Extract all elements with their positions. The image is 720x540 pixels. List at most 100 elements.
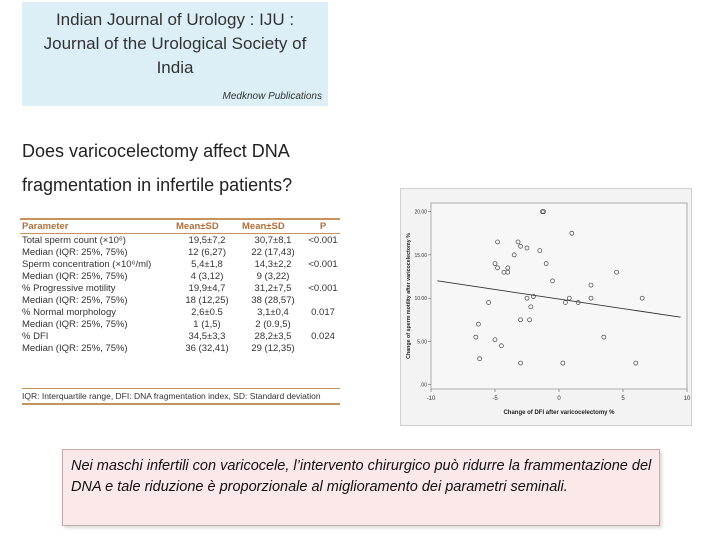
scatter-point: [477, 356, 482, 362]
table-header-cell: Mean±SD: [174, 218, 240, 234]
scatter-point: [566, 295, 572, 301]
table-cell: 18 (12,25): [185, 294, 229, 306]
table-cell: 0.017: [311, 307, 335, 318]
y-tick-label: 10.00: [414, 296, 427, 302]
scatter-point: [524, 295, 530, 301]
table-cell: 34,5±3,3: [188, 331, 226, 342]
scatter-point: [543, 261, 549, 266]
scatter-point: [527, 317, 532, 323]
journal-header: Indian Journal of Urology : IJU : Journa…: [22, 2, 328, 106]
scatter-point: [560, 360, 566, 366]
table-cell: 0.024: [311, 331, 335, 342]
table-cell: 9 (3,22): [256, 270, 290, 282]
journal-title: Indian Journal of Urology : IJU : Journa…: [22, 8, 328, 80]
table-cell: 31,2±7,5: [254, 283, 292, 294]
table-cell: <0.001: [308, 259, 338, 270]
plot-area: [430, 202, 688, 390]
table-row: Median (IQR: 25%, 75%) 36 (32,41) 29 (12,3…: [20, 343, 340, 355]
scatter-point: [495, 239, 500, 245]
table-cell: 19,5±7,2: [188, 235, 226, 246]
table-body: Total sperm count (×10⁶) 19,5±7,2 30,7±8,1…: [20, 234, 340, 355]
journal-publisher: Medknow Publications: [222, 91, 323, 102]
table-row: % DFI 34,5±3,3 28,2±3,5 0.024: [20, 330, 340, 343]
journal-title-line: Journal of the Urological Society of: [43, 34, 307, 53]
journal-title-line: India: [156, 58, 194, 77]
scatter-point: [569, 230, 575, 236]
scatter-point: [511, 252, 517, 258]
table-cell: 12 (6,27): [187, 246, 227, 258]
scatter-point: [518, 243, 523, 249]
table-row: Median (IQR: 25%, 75%) 4 (3,12) 9 (3,22): [20, 271, 340, 283]
scatter-point: [518, 317, 523, 323]
scatter-point: [518, 360, 523, 366]
y-axis-label: Change of sperm motility after varicocel…: [406, 233, 412, 359]
y-tick-label: 20.00: [414, 210, 427, 216]
table-cell: 36 (32,41): [185, 342, 229, 354]
scatter-point: [537, 248, 543, 253]
table-row: % Progressive motility 19,9±4,7 31,2±7,5 <0…: [20, 282, 340, 295]
caption-text: Nei maschi infertili con varicocele, l’i…: [71, 458, 652, 495]
trend-line: [437, 280, 681, 318]
table-cell: Sperm concentration (×10⁶/ml): [22, 259, 152, 270]
table-header-cell: P: [306, 218, 340, 234]
scatter-point: [486, 300, 491, 305]
scatter-point: [588, 295, 594, 301]
scatter-point: [575, 300, 581, 305]
scatter-point: [492, 261, 498, 266]
scatter-point: [601, 334, 607, 340]
article-title-line: Does varicocelectomy affect DNA: [22, 141, 290, 161]
table-cell: [306, 319, 340, 331]
scatter-point: [492, 337, 498, 343]
table-cell: 3,1±0,4: [257, 307, 289, 318]
scatter-point: [528, 304, 534, 310]
table-cell: 2,6±0.5: [191, 307, 223, 318]
table-cell: 19,9±4,7: [188, 283, 226, 294]
table-header-cell: Mean±SD: [240, 218, 306, 234]
scatter-point: [476, 321, 481, 327]
y-tick-label: 5.00: [417, 339, 427, 345]
x-tick-label: -10: [427, 396, 436, 402]
scatter-point: [531, 294, 536, 299]
y-tick-label: 15.00: [414, 253, 427, 259]
table-cell: 2 (0.9,5): [255, 318, 291, 330]
journal-title-line: Indian Journal of Urology : IJU :: [55, 10, 295, 29]
x-tick-label: -5: [492, 396, 498, 402]
scatter-point: [540, 209, 545, 215]
table-cell: % Normal morphology: [22, 307, 116, 318]
table-cell: 29 (12,35): [251, 342, 295, 354]
table-cell: 1 (1,5): [193, 318, 221, 330]
scatter-point: [505, 269, 511, 275]
table-cell: [306, 343, 340, 355]
table-cell: % Progressive motility: [22, 283, 116, 294]
table-row: Sperm concentration (×10⁶/ml) 5,4±1,8 14,3…: [20, 258, 340, 271]
scatter-point: [614, 269, 619, 275]
table-cell: 30,7±8,1: [254, 235, 292, 246]
table-cell: Median (IQR: 25%, 75%): [22, 294, 128, 306]
scatter-point: [541, 209, 546, 215]
table-row: % Normal morphology 2,6±0.5 3,1±0,4 0.017: [20, 306, 340, 319]
table-cell: [306, 271, 340, 283]
scatter-point: [473, 334, 479, 340]
scatter-point: [633, 360, 639, 366]
x-tick-label: 5: [621, 396, 625, 402]
table-header-cell: Parameter: [20, 218, 174, 234]
table-cell: [306, 247, 340, 259]
table-cell: 5,4±1,8: [191, 259, 223, 270]
table-cell: Median (IQR: 25%, 75%): [22, 246, 128, 258]
table-cell: % DFI: [22, 331, 49, 342]
table-row: Median (IQR: 25%, 75%) 1 (1,5) 2 (0.9,5): [20, 319, 340, 331]
table-header-row: Parameter Mean±SD Mean±SD P: [20, 218, 340, 234]
article-title: Does varicocelectomy affect DNA fragment…: [22, 134, 322, 202]
scatter-point: [515, 239, 521, 245]
table-cell: <0.001: [308, 235, 338, 246]
scatter-point: [588, 282, 594, 288]
table-row: Median (IQR: 25%, 75%) 12 (6,27) 22 (17,43…: [20, 247, 340, 259]
scatter-point: [563, 300, 568, 305]
table-cell: <0.001: [308, 283, 338, 294]
table-cell: 22 (17,43): [251, 246, 295, 258]
table-cell: Median (IQR: 25%, 75%): [22, 318, 128, 330]
scatter-point: [639, 295, 645, 301]
y-tick-label: .00: [420, 383, 427, 389]
table-cell: Median (IQR: 25%, 75%): [22, 270, 128, 282]
scatter-chart-svg: -10 -5 0 5 10 20.00 15.00 10.00 5.00 .00 Change of…: [406, 202, 691, 416]
